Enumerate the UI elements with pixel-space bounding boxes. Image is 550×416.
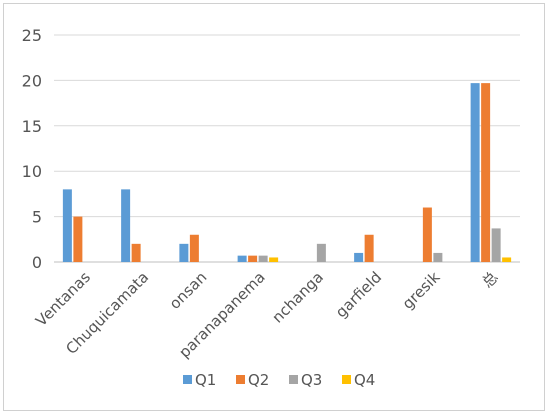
category-label: garfield (332, 268, 385, 321)
legend-label-q3: Q3 (301, 371, 322, 389)
y-tick-label: 0 (32, 253, 42, 272)
bar-q1-5 (354, 252, 364, 262)
bar-q1-3 (237, 255, 247, 262)
chart-frame (3, 3, 545, 411)
category-label: nchanga (268, 268, 326, 326)
category-label: gresik (399, 268, 444, 313)
bar-q3-7 (491, 228, 501, 262)
bar-q2-3 (248, 255, 258, 262)
bar-q4-7 (502, 257, 512, 262)
legend-label-q1: Q1 (195, 371, 216, 389)
bar-q3-3 (258, 255, 268, 262)
bar-q3-6 (433, 252, 443, 262)
y-tick-label: 5 (32, 208, 42, 227)
bar-q2-0 (73, 216, 83, 262)
bar-q3-4 (316, 243, 326, 262)
legend-swatch-q2 (236, 375, 245, 384)
y-tick-label: 15 (22, 117, 42, 136)
legend-swatch-q3 (289, 375, 298, 384)
category-label: onsan (166, 268, 211, 313)
legend-swatch-q1 (183, 375, 192, 384)
legend-label-q4: Q4 (354, 371, 375, 389)
bar-q1-1 (121, 189, 131, 262)
bar-q2-6 (422, 207, 432, 262)
y-tick-label: 10 (22, 162, 42, 181)
bar-q2-5 (364, 234, 374, 262)
bar-q2-7 (481, 83, 491, 263)
legend-swatch-q4 (342, 375, 351, 384)
bar-q1-7 (470, 83, 480, 263)
category-label: Ventanas (32, 268, 94, 330)
y-axis-ticks: 0 5 10 15 20 25 (22, 26, 42, 272)
legend-label-q2: Q2 (248, 371, 269, 389)
category-label: 总 (478, 268, 501, 291)
bar-q2-2 (189, 234, 199, 262)
y-tick-label: 25 (22, 26, 42, 45)
y-tick-label: 20 (22, 71, 42, 90)
bar-q4-3 (269, 257, 279, 262)
legend: Q1 Q2 Q3 Q4 (183, 371, 375, 389)
bar-q2-1 (131, 243, 141, 262)
bar-q1-0 (62, 189, 72, 262)
bar-q1-2 (179, 243, 189, 262)
bars (62, 83, 512, 263)
